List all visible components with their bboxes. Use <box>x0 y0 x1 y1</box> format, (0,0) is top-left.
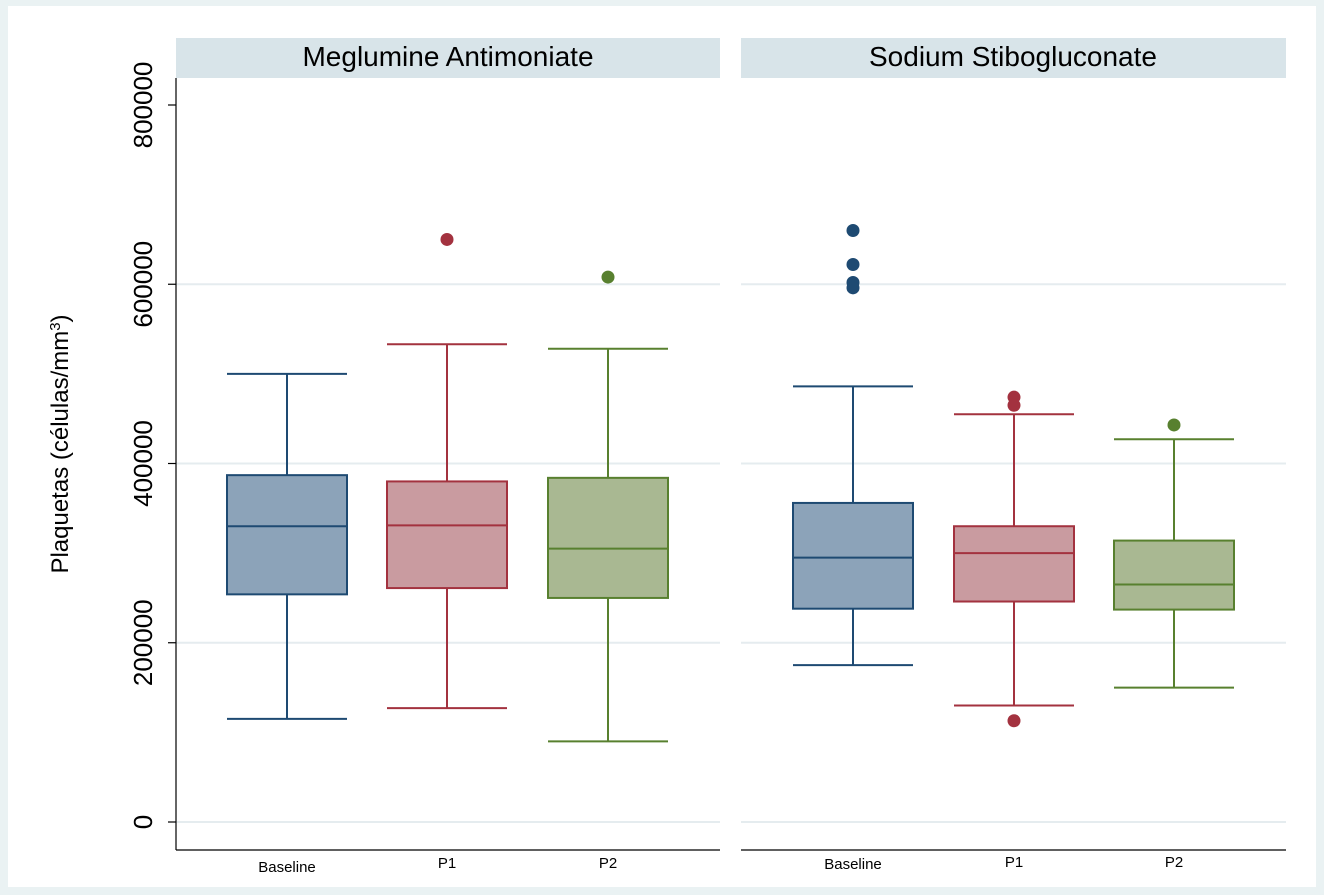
box-p1: P1 <box>386 232 508 872</box>
y-axis-title-close: ) <box>47 314 74 322</box>
y-axis-title: Plaquetas (células/mm3) <box>47 314 75 573</box>
box-p1: P1 <box>953 390 1075 871</box>
y-tick-label: 0 <box>128 815 158 829</box>
x-category-label: P2 <box>599 855 617 872</box>
iqr-box <box>226 474 348 596</box>
y-axis-title-text: Plaquetas (células/mm <box>47 331 74 574</box>
y-axis: 0 200000 400000 600000 800000 <box>128 62 177 850</box>
x-category-label: Baseline <box>824 856 882 873</box>
outlier-point <box>1167 418 1181 432</box>
x-category-label: P2 <box>1165 854 1183 871</box>
box-baseline: Baseline <box>792 223 914 873</box>
outlier-point <box>846 281 860 295</box>
y-tick-label: 200000 <box>128 599 158 686</box>
plot-background <box>8 6 1316 887</box>
outlier-point <box>440 232 454 246</box>
x-category-label: P1 <box>438 855 456 872</box>
y-tick-label: 600000 <box>128 241 158 328</box>
iqr-box <box>792 501 914 610</box>
outlier-point <box>601 270 615 284</box>
panel-meglumine-antimoniate: Meglumine Antimoniate <box>176 38 720 78</box>
panel-header <box>176 38 720 78</box>
panel-title: Meglumine Antimoniate <box>302 41 593 72</box>
outlier-point <box>1007 398 1021 412</box>
x-category-label: P1 <box>1005 854 1023 871</box>
y-tick-label: 800000 <box>128 62 158 149</box>
y-axis-title-superscript: 3 <box>47 322 64 330</box>
outlier-point <box>846 258 860 272</box>
panel-title: Sodium Stibogluconate <box>869 41 1157 72</box>
iqr-box <box>547 476 669 599</box>
outlier-point <box>1007 714 1021 728</box>
panel-sodium-stibogluconate: Sodium Stibogluconate <box>741 38 1286 78</box>
outlier-point <box>846 223 860 237</box>
box-p2: P2 <box>547 270 669 872</box>
x-category-label: Baseline <box>258 859 316 876</box>
box-p2: P2 <box>1113 418 1235 871</box>
y-tick-label: 400000 <box>128 420 158 507</box>
panel-header <box>741 38 1286 78</box>
iqr-box <box>386 480 508 590</box>
box-series: Baseline P1 P2 Baseline P1 P2 <box>226 223 1235 876</box>
iqr-box <box>953 525 1075 603</box>
iqr-box <box>1113 539 1235 611</box>
box-baseline: Baseline <box>226 372 348 876</box>
